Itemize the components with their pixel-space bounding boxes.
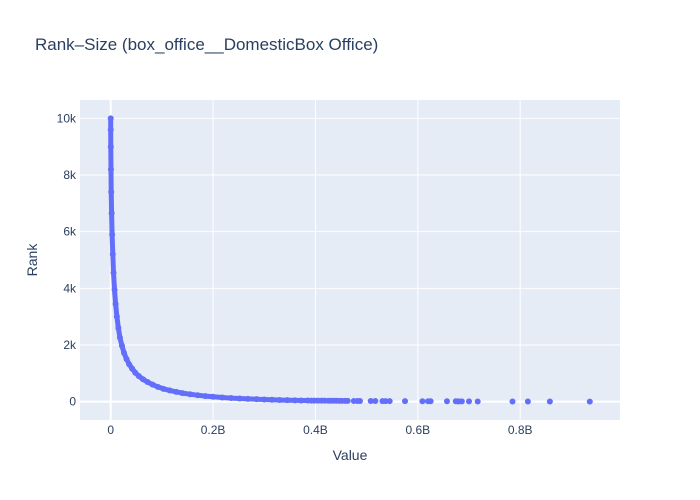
data-point — [160, 385, 167, 392]
x-tick-label: 0 — [107, 423, 114, 437]
data-point — [107, 166, 114, 173]
data-point — [194, 392, 201, 399]
data-point — [253, 396, 260, 403]
data-point — [144, 379, 151, 386]
data-point — [115, 324, 122, 331]
data-point — [284, 397, 291, 404]
data-point — [372, 398, 379, 405]
data-point — [379, 398, 386, 405]
data-point — [173, 388, 180, 395]
data-point — [276, 396, 283, 403]
data-point — [261, 396, 268, 403]
data-point — [166, 387, 173, 394]
data-point — [546, 398, 553, 405]
plot-area — [80, 100, 620, 420]
y-tick-label: 4k — [63, 281, 77, 295]
data-point — [474, 398, 481, 405]
y-tick-label: 10k — [57, 111, 77, 125]
data-point — [110, 269, 117, 276]
data-point — [210, 393, 217, 400]
x-axis-title: Value — [333, 447, 368, 463]
data-point — [112, 300, 119, 307]
data-point — [116, 334, 123, 341]
y-tick-label: 2k — [63, 338, 77, 352]
data-point — [524, 398, 531, 405]
data-point — [227, 395, 234, 402]
x-tick-label: 0.4B — [303, 423, 328, 437]
data-point — [304, 397, 311, 404]
data-point — [149, 381, 156, 388]
y-tick-label: 6k — [63, 225, 77, 239]
data-point — [179, 390, 186, 397]
data-point — [111, 286, 118, 293]
data-point — [107, 126, 114, 133]
data-point — [202, 393, 209, 400]
data-point — [236, 395, 243, 402]
data-point — [154, 383, 161, 390]
data-point — [109, 231, 116, 238]
data-point — [466, 398, 473, 405]
data-point — [187, 391, 194, 398]
data-point — [298, 397, 305, 404]
data-point — [126, 361, 133, 368]
data-point — [350, 397, 357, 404]
data-point — [452, 398, 459, 405]
data-point — [509, 398, 516, 405]
data-point — [219, 394, 226, 401]
data-point — [139, 376, 146, 383]
data-points — [107, 115, 593, 405]
x-axis-ticks: 0 0.2B 0.4B 0.6B 0.8B — [107, 423, 532, 437]
y-axis-ticks: 0 2k 4k 6k 8k 10k — [57, 111, 77, 408]
data-point — [107, 115, 114, 122]
data-point — [113, 313, 120, 320]
x-tick-label: 0.2B — [201, 423, 226, 437]
chart-title: Rank–Size (box_office__DomesticBox Offic… — [35, 35, 378, 54]
x-tick-label: 0.6B — [405, 423, 430, 437]
y-tick-label: 0 — [69, 395, 76, 409]
data-point — [123, 356, 130, 363]
data-point — [107, 143, 114, 150]
data-point — [443, 398, 450, 405]
data-point — [586, 398, 593, 405]
data-point — [268, 396, 275, 403]
x-tick-label: 0.8B — [508, 423, 533, 437]
data-point — [244, 395, 251, 402]
data-point — [108, 189, 115, 196]
data-point — [291, 397, 298, 404]
y-axis-title: Rank — [24, 243, 40, 277]
data-point — [121, 349, 128, 356]
y-tick-label: 8k — [63, 168, 77, 182]
data-point — [108, 210, 115, 217]
data-point — [402, 398, 409, 405]
data-point — [425, 398, 432, 405]
data-point — [419, 398, 426, 405]
data-point — [129, 365, 136, 372]
data-point — [367, 398, 374, 405]
data-point — [109, 251, 116, 258]
data-point — [118, 342, 125, 349]
